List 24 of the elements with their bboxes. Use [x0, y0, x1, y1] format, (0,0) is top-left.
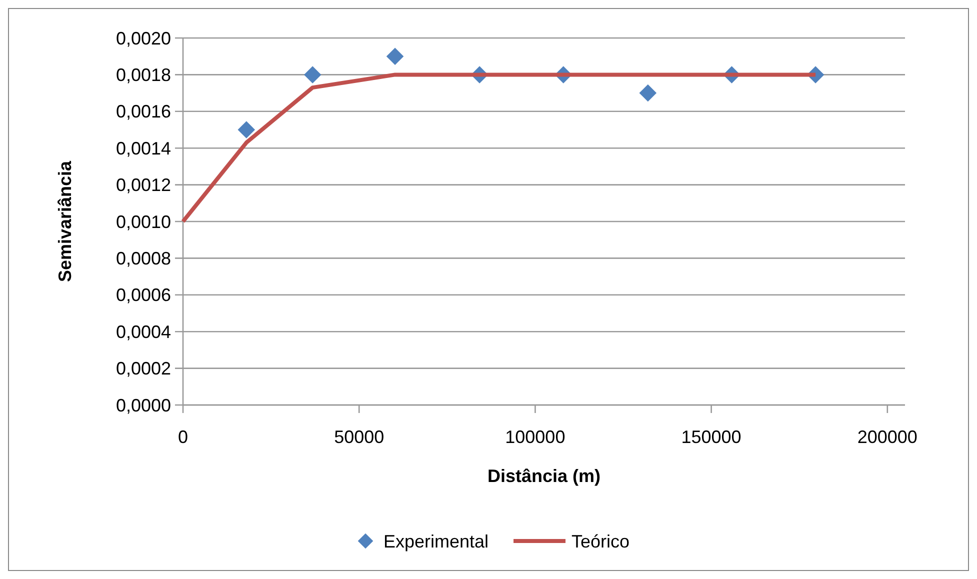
y-tick-label: 0,0008: [116, 248, 171, 268]
y-tick-label: 0,0004: [116, 322, 171, 342]
x-tick-label: 50000: [334, 427, 384, 447]
y-tick-label: 0,0000: [116, 395, 171, 416]
y-tick-label: 0,0006: [116, 285, 171, 306]
x-axis-title: Distância (m): [487, 466, 601, 486]
x-tick-label: 150000: [681, 427, 742, 447]
x-tick-label: 200000: [857, 427, 918, 447]
y-tick-label: 0,0012: [116, 175, 171, 196]
y-tick-label: 0,0018: [116, 65, 171, 85]
x-tick-label: 100000: [505, 427, 566, 447]
y-axis-title: Semivariância: [55, 160, 75, 282]
point: [304, 66, 322, 84]
point: [639, 84, 657, 102]
y-tick-label: 0,0002: [116, 358, 171, 379]
y-tick-label: 0,0016: [116, 102, 171, 122]
y-tick-label: 0,0014: [116, 138, 171, 158]
legend-label: Experimental: [384, 531, 489, 552]
point: [386, 48, 404, 65]
legend-label: Teórico: [572, 531, 630, 552]
y-tick-label: 0,0020: [116, 28, 171, 48]
point: [238, 121, 256, 138]
y-tick-label: 0,0010: [116, 212, 171, 232]
x-tick-label: 0: [178, 427, 188, 447]
